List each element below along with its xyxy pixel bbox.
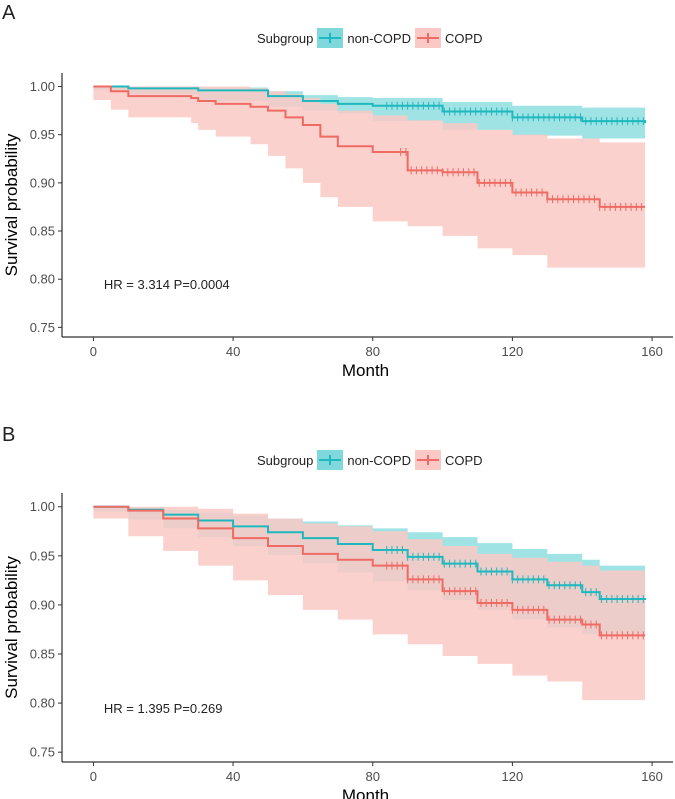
y-tick-label: 0.75 [30, 745, 55, 760]
x-tick-label: 0 [90, 344, 97, 359]
legend-key-non-copd [317, 28, 344, 48]
hr-annotation: HR = 1.395 P=0.269 [104, 701, 223, 716]
legend-label-copd: COPD [444, 30, 483, 46]
hr-annotation: HR = 3.314 P=0.0004 [104, 277, 230, 292]
censor-ticks-copd [400, 148, 643, 211]
ci-band-copd [93, 506, 646, 701]
y-tick-label: 0.80 [30, 696, 55, 711]
y-axis-label: Survival probability [2, 133, 21, 276]
x-tick-label: 160 [641, 344, 663, 359]
x-axis-label: Month [342, 786, 389, 799]
legend: Subgroup non-COPD COPD [257, 450, 483, 470]
y-axis-label: Survival probability [2, 556, 21, 699]
censor-ticks-non-copd [386, 545, 644, 604]
y-tick-label: 0.95 [30, 548, 55, 563]
legend-title: Subgroup [257, 452, 314, 468]
y-tick-label: 1.00 [30, 79, 55, 94]
curve-non-copd [93, 505, 647, 601]
curve-copd [93, 85, 646, 208]
y-tick-label: 1.00 [30, 499, 55, 514]
ci-bands [93, 506, 646, 701]
x-tick-label: 160 [641, 769, 663, 784]
x-tick-label: 120 [502, 344, 524, 359]
km-chart-a: 0.75 0.80 0.85 0.90 0.95 1.00 0 40 80 120 160 Month… [2, 73, 673, 380]
legend-label-non-copd: non-COPD [347, 30, 411, 46]
legend-label-non-copd: non-COPD [347, 452, 411, 468]
curve-non-copd [93, 85, 647, 124]
x-tick-label: 120 [502, 769, 524, 784]
legend-key-non-copd [317, 450, 344, 470]
y-tick-label: 0.90 [30, 597, 55, 612]
legend-label-copd: COPD [444, 452, 483, 468]
legend: Subgroup non-COPD COPD [257, 28, 483, 48]
legend-title: Subgroup [257, 30, 314, 46]
y-tick-label: 0.80 [30, 272, 55, 287]
legend-key-copd [414, 450, 441, 470]
censor-ticks-non-copd [386, 101, 644, 126]
legend-key-copd [414, 28, 441, 48]
y-tick-label: 0.90 [30, 175, 55, 190]
panel-a: A Subgroup non-COPD COPD 0.75 0.80 0.85 0.9… [2, 2, 673, 380]
y-tick-label: 0.75 [30, 320, 55, 335]
km-chart-b: 0.75 0.80 0.85 0.90 0.95 1.00 0 40 80 120 160 Month… [2, 493, 673, 799]
x-tick-label: 80 [366, 344, 380, 359]
ci-band-copd [93, 86, 646, 268]
x-axis-label: Month [342, 361, 389, 380]
x-tick-label: 0 [90, 769, 97, 784]
y-tick-label: 0.95 [30, 127, 55, 142]
curve-copd [93, 505, 646, 637]
panel-letter: B [2, 424, 16, 446]
y-tick-label: 0.85 [30, 647, 55, 662]
x-tick-label: 40 [226, 344, 240, 359]
panel-letter: A [2, 2, 16, 24]
panel-b: B Subgroup non-COPD COPD 0.75 0.80 0.85 0.9… [0, 420, 675, 799]
x-tick-label: 40 [226, 769, 240, 784]
x-tick-label: 80 [366, 769, 380, 784]
ci-bands [93, 86, 646, 268]
y-tick-label: 0.85 [30, 224, 55, 239]
censor-ticks-copd [386, 561, 644, 640]
